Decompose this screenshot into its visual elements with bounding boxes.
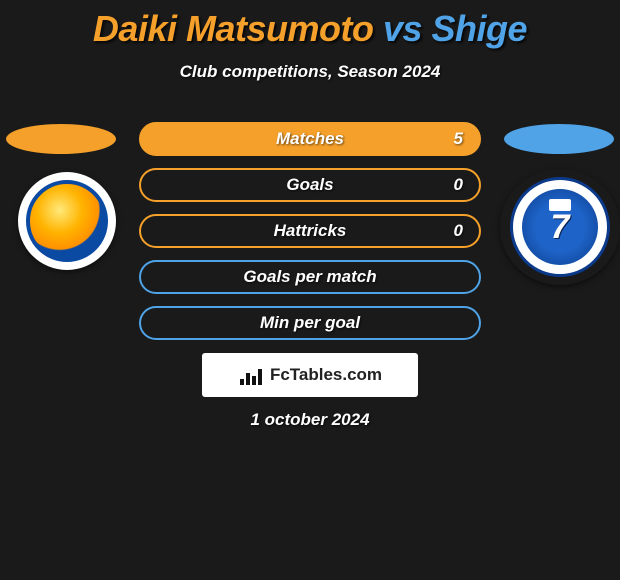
- stat-label: Goals per match: [243, 267, 376, 287]
- stat-label: Goals: [286, 175, 333, 195]
- title-player2: Shige: [432, 8, 528, 49]
- stat-row: Min per goal: [139, 306, 481, 340]
- team2-badge-ring: 7: [510, 177, 610, 277]
- team2-badge: 7: [500, 169, 620, 285]
- subtitle: Club competitions, Season 2024: [0, 62, 620, 82]
- fctables-watermark: FcTables.com: [202, 353, 418, 397]
- stats-container: Matches 5 Goals 0 Hattricks 0 Goals per match M…: [139, 122, 481, 352]
- fctables-label: FcTables.com: [270, 365, 382, 385]
- team2-badge-crest: 7: [522, 189, 598, 265]
- stat-row: Matches 5: [139, 122, 481, 156]
- page-title: Daiki Matsumoto vs Shige: [0, 0, 620, 50]
- player1-ellipse: [6, 124, 116, 154]
- fctables-icon: [238, 365, 264, 385]
- stat-label: Min per goal: [260, 313, 360, 333]
- team2-badge-number: 7: [551, 210, 570, 244]
- title-vs: vs: [383, 8, 422, 49]
- stat-row: Hattricks 0: [139, 214, 481, 248]
- stat-label: Matches: [276, 129, 344, 149]
- title-player1: Daiki Matsumoto: [93, 8, 374, 49]
- stat-value-right: 0: [454, 175, 463, 195]
- team1-badge-crest: [26, 180, 108, 262]
- team1-badge: [18, 172, 116, 270]
- stat-row: Goals 0: [139, 168, 481, 202]
- stat-row: Goals per match: [139, 260, 481, 294]
- player2-ellipse: [504, 124, 614, 154]
- date: 1 october 2024: [0, 410, 620, 430]
- stat-value-right: 5: [454, 129, 463, 149]
- stat-label: Hattricks: [274, 221, 347, 241]
- stat-value-right: 0: [454, 221, 463, 241]
